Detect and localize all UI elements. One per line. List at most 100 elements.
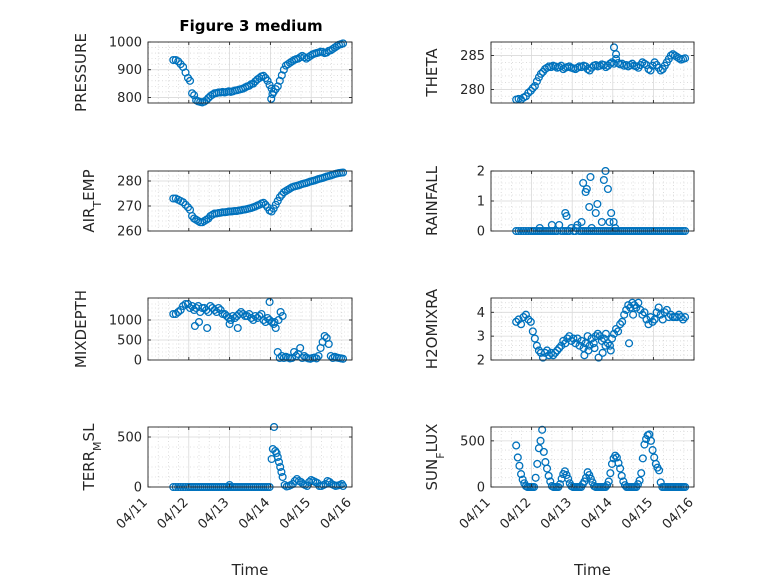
- axes-frame: [490, 426, 695, 488]
- data-point: [609, 59, 619, 68]
- y-axis-label-main: PRESSURE: [72, 33, 90, 112]
- data-point: [174, 307, 183, 317]
- data-point: [524, 88, 533, 97]
- data-point: [616, 320, 625, 329]
- data-point: [521, 310, 530, 319]
- data-point: [532, 341, 541, 350]
- data-point: [216, 305, 225, 315]
- data-point: [609, 43, 619, 52]
- y-tick-label: 500: [117, 431, 142, 446]
- data-point: [551, 62, 560, 71]
- data-point: [263, 76, 272, 85]
- data-point: [512, 441, 521, 450]
- subplot-air: 260 270 280 AIRTEMP: [80, 168, 353, 240]
- data-point: [247, 313, 256, 323]
- data-point: [656, 310, 665, 319]
- data-point: [606, 346, 615, 355]
- data-point: [210, 305, 219, 315]
- data-point: [549, 351, 558, 360]
- data-point: [636, 305, 645, 314]
- data-point: [516, 470, 526, 479]
- data-point: [259, 315, 268, 325]
- y-axis-label-tail: EMP: [80, 169, 98, 200]
- data-point: [171, 309, 180, 319]
- data-point: [169, 55, 178, 65]
- data-point: [609, 329, 619, 338]
- data-point: [185, 303, 195, 313]
- data-series: [169, 168, 348, 227]
- data-point: [605, 59, 615, 68]
- y-tick-label: 0: [134, 481, 142, 496]
- data-point: [268, 90, 277, 99]
- data-point: [585, 202, 594, 212]
- y-tick-label: 280: [117, 175, 142, 190]
- data-point: [338, 168, 348, 177]
- data-point: [239, 309, 248, 319]
- y-tick-label: 1000: [109, 36, 142, 51]
- data-point: [599, 175, 608, 185]
- data-point: [267, 317, 276, 327]
- data-point: [580, 477, 589, 486]
- axes-frame: [147, 426, 353, 488]
- data-point: [664, 313, 673, 322]
- data-point: [632, 303, 641, 312]
- data-point: [538, 425, 547, 434]
- data-point: [203, 323, 212, 333]
- data-point: [259, 71, 268, 80]
- data-point: [274, 315, 283, 325]
- data-point: [547, 220, 556, 230]
- data-point: [591, 208, 600, 218]
- data-point: [181, 200, 190, 209]
- data-point: [179, 198, 188, 207]
- x-tick-label: 04/14: [236, 495, 273, 532]
- data-point: [524, 315, 533, 324]
- data-point: [640, 308, 649, 317]
- y-axis-label: MIXDEPTH: [72, 290, 90, 368]
- data-point: [586, 474, 595, 483]
- data-point: [590, 344, 599, 353]
- data-point: [183, 299, 193, 309]
- data-point: [633, 480, 643, 489]
- data-point: [290, 347, 299, 357]
- data-series: [512, 298, 690, 362]
- data-point: [183, 203, 193, 212]
- subplot-theta: 280 285 THETA: [423, 41, 695, 104]
- figure-title: Figure 3 medium: [179, 17, 322, 35]
- data-point: [261, 317, 270, 327]
- data-point: [650, 315, 659, 324]
- data-point: [233, 323, 242, 333]
- y-axis-label-main: TERR: [80, 451, 98, 492]
- data-point: [274, 457, 284, 467]
- data-point: [655, 466, 664, 475]
- y-axis-label-main: RAINFALL: [423, 165, 441, 236]
- x-tick-label: 04/16: [318, 495, 355, 532]
- data-point: [540, 348, 550, 357]
- data-point: [614, 458, 623, 468]
- data-point: [515, 461, 524, 470]
- data-point: [580, 351, 589, 360]
- x-tick-label: 04/12: [155, 495, 192, 532]
- y-tick-label: 3: [477, 330, 485, 345]
- data-point: [629, 310, 638, 319]
- data-point: [593, 329, 602, 338]
- data-point: [638, 454, 647, 463]
- axes-frame: [490, 41, 695, 104]
- data-point: [607, 208, 616, 218]
- data-point: [202, 96, 211, 105]
- data-point: [513, 453, 522, 462]
- data-point: [277, 467, 286, 477]
- data-point: [514, 315, 523, 324]
- data-point: [630, 301, 639, 310]
- y-axis-label-main: SUN: [423, 459, 441, 491]
- data-point: [605, 341, 615, 350]
- data-point: [179, 301, 188, 311]
- data-point: [644, 320, 653, 329]
- data-point: [322, 48, 331, 57]
- data-point: [598, 348, 607, 357]
- data-point: [265, 315, 274, 325]
- data-point: [305, 477, 314, 487]
- data-point: [188, 301, 197, 311]
- data-point: [555, 344, 564, 353]
- data-point: [188, 89, 197, 98]
